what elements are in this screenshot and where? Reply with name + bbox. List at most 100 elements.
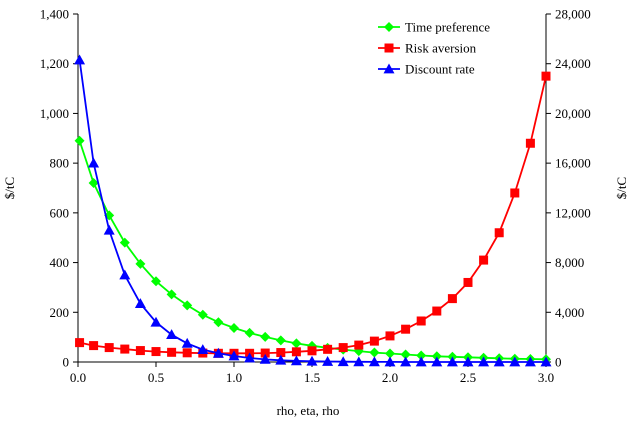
data-point-time-preference (135, 258, 146, 269)
data-point-discount-rate (244, 352, 256, 363)
data-point-time-preference (119, 237, 130, 248)
data-point-discount-rate (134, 298, 146, 308)
data-point-discount-rate (384, 356, 396, 367)
series-time-preference (74, 135, 551, 365)
legend: Time preference Risk aversion Discount rat… (378, 20, 490, 77)
data-point-discount-rate (431, 356, 443, 367)
data-point-discount-rate (415, 356, 427, 367)
data-point-time-preference (291, 338, 302, 349)
data-point-risk-aversion (120, 344, 130, 354)
data-point-time-preference (431, 351, 442, 362)
data-point-discount-rate (462, 356, 474, 367)
data-point-risk-aversion (416, 316, 426, 326)
data-point-risk-aversion (89, 341, 99, 351)
data-point-discount-rate (493, 356, 505, 367)
data-point-discount-rate (524, 356, 536, 367)
right-y-tick-label: 0 (555, 355, 562, 370)
data-point-discount-rate (212, 347, 224, 358)
data-point-time-preference (151, 276, 161, 287)
data-point-time-preference (400, 349, 411, 360)
x-axis-ticks: 0.0 0.5 1.0 1.5 2.0 2.5 3.0 (70, 362, 554, 385)
data-point-time-preference (416, 350, 427, 361)
data-point-risk-aversion (260, 348, 270, 358)
data-point-discount-rate (103, 224, 115, 235)
x-tick-label: 2.0 (382, 370, 398, 385)
data-point-risk-aversion (323, 344, 333, 354)
series-layer (74, 54, 552, 367)
data-point-risk-aversion (291, 347, 301, 357)
legend-label-discount-rate: Discount rate (405, 62, 475, 77)
data-point-risk-aversion (135, 346, 145, 356)
data-point-time-preference (182, 300, 193, 311)
data-point-risk-aversion (447, 294, 457, 304)
right-y-tick-label: 16,000 (555, 156, 591, 171)
x-tick-label: 0.0 (70, 370, 86, 385)
data-point-time-preference (244, 327, 255, 338)
series-line-time-preference (78, 140, 547, 361)
data-point-time-preference (369, 347, 380, 358)
right-y-axis-ticks: 0 4,000 8,000 12,000 16,000 20,000 24,000 28,00… (546, 7, 591, 370)
left-y-tick-label: 200 (50, 305, 70, 320)
data-point-risk-aversion (354, 340, 364, 350)
data-point-risk-aversion (182, 348, 192, 358)
series-risk-aversion (75, 71, 551, 358)
data-point-risk-aversion (432, 306, 442, 316)
series-line-risk-aversion (79, 75, 547, 355)
legend-marker-discount-rate (383, 63, 395, 74)
left-y-tick-label: 1,000 (40, 106, 69, 121)
x-axis-title: rho, eta, rho (277, 403, 340, 418)
data-point-discount-rate (290, 355, 302, 366)
series-line-discount-rate (78, 59, 546, 363)
data-point-time-preference (88, 178, 99, 189)
data-point-risk-aversion (510, 188, 520, 198)
x-tick-label: 0.5 (148, 370, 164, 385)
right-y-tick-label: 20,000 (555, 106, 591, 121)
data-point-risk-aversion (307, 346, 317, 356)
right-y-tick-label: 8,000 (555, 255, 584, 270)
data-point-discount-rate (368, 356, 380, 367)
data-point-risk-aversion (276, 348, 286, 358)
data-point-time-preference (260, 331, 271, 342)
legend-label-risk-aversion: Risk aversion (405, 41, 477, 56)
series-discount-rate (74, 54, 552, 367)
data-point-risk-aversion (494, 228, 504, 238)
left-y-axis-title: $/tC (2, 177, 17, 199)
data-point-discount-rate (166, 329, 178, 340)
data-point-risk-aversion (541, 71, 551, 81)
left-y-tick-label: 0 (63, 355, 70, 370)
left-y-tick-label: 1,400 (40, 7, 69, 22)
data-point-discount-rate (478, 356, 490, 367)
left-y-tick-label: 600 (50, 205, 70, 220)
data-point-discount-rate (74, 54, 86, 65)
x-tick-label: 1.5 (304, 370, 320, 385)
x-tick-label: 1.0 (226, 370, 242, 385)
data-point-risk-aversion (338, 343, 348, 353)
data-point-discount-rate (400, 356, 412, 367)
data-point-risk-aversion (525, 138, 535, 148)
left-y-tick-label: 1,200 (40, 56, 69, 71)
plot-frame (77, 14, 547, 363)
data-point-risk-aversion (385, 331, 395, 341)
data-point-time-preference (275, 335, 286, 346)
data-point-discount-rate (275, 354, 287, 365)
data-point-risk-aversion (401, 324, 411, 334)
data-point-risk-aversion (104, 343, 114, 353)
data-point-risk-aversion (167, 347, 177, 357)
right-y-tick-label: 4,000 (555, 305, 584, 320)
right-y-tick-label: 24,000 (555, 56, 591, 71)
data-point-risk-aversion (479, 255, 489, 265)
data-point-discount-rate (150, 316, 162, 327)
data-point-discount-rate (446, 356, 458, 367)
data-point-time-preference (385, 348, 395, 359)
data-point-discount-rate (197, 344, 209, 354)
x-tick-label: 3.0 (538, 370, 554, 385)
data-point-discount-rate (353, 356, 365, 367)
left-y-tick-label: 800 (50, 156, 70, 171)
data-point-risk-aversion (151, 347, 161, 357)
legend-marker-risk-aversion (384, 43, 394, 53)
data-point-discount-rate (228, 350, 240, 361)
data-point-risk-aversion (463, 277, 473, 287)
legend-marker-time-preference (384, 22, 394, 32)
data-point-discount-rate (119, 269, 131, 280)
